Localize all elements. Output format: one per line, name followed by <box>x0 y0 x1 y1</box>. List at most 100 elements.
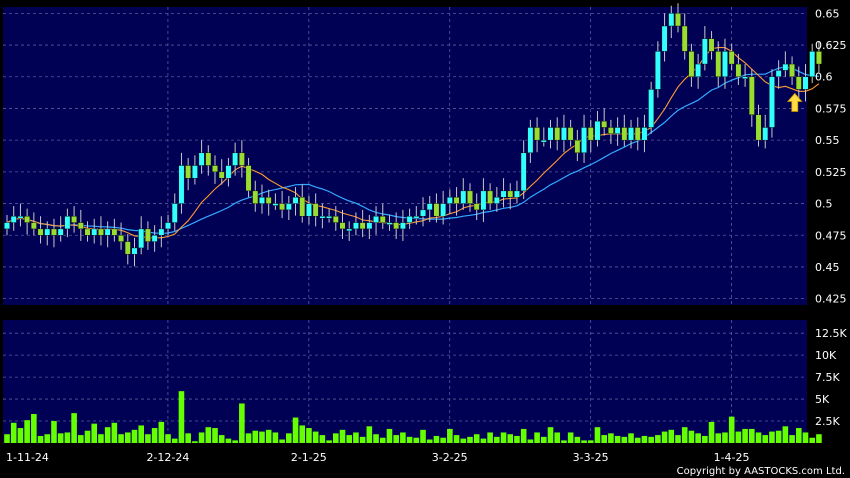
candle-up <box>769 76 775 128</box>
candlestick <box>621 114 628 147</box>
candlestick <box>594 110 601 147</box>
candle-down <box>205 152 212 166</box>
candlestick <box>480 178 487 222</box>
candle-down <box>735 63 742 77</box>
candlestick <box>118 222 124 250</box>
copyright-text: Copyright by AASTOCKS.com Ltd. <box>677 466 845 477</box>
volume-bar <box>561 440 567 443</box>
volume-bar <box>265 429 272 443</box>
candle-down <box>554 127 561 141</box>
candlestick <box>306 195 312 225</box>
volume-axis: 2.5K 5K 7.5K 10K 12.5K <box>815 327 847 428</box>
volume-bar <box>473 434 480 443</box>
volume-bar <box>185 433 191 443</box>
candle-down <box>601 120 608 128</box>
candlestick <box>37 216 44 244</box>
candle-down <box>507 190 514 198</box>
volume-bar <box>702 435 708 443</box>
candle-down <box>279 203 286 211</box>
volume-bar <box>124 432 131 443</box>
volume-bar <box>98 434 104 443</box>
candlestick <box>520 140 527 200</box>
price-tick-label: 0.425 <box>815 293 847 306</box>
candlestick <box>353 212 359 236</box>
candle-up <box>165 222 171 230</box>
candlestick <box>30 212 37 236</box>
candle-up <box>386 222 393 225</box>
volume-bar <box>742 428 748 443</box>
volume-bar <box>4 434 10 443</box>
volume-bar <box>749 428 755 443</box>
volume-bar <box>514 435 520 443</box>
volume-bar <box>339 429 346 443</box>
candle-down <box>332 216 339 223</box>
candlestick <box>668 5 675 39</box>
candlestick <box>648 81 655 134</box>
volume-bar <box>158 421 165 443</box>
candlestick <box>473 193 480 221</box>
candle-up <box>4 222 10 230</box>
candlestick <box>493 187 500 212</box>
volume-tick-label: 12.5K <box>815 327 847 340</box>
candlestick <box>742 64 749 87</box>
volume-tick-label: 10K <box>815 349 837 362</box>
volume-bar <box>433 435 440 443</box>
volume-bar <box>205 427 212 443</box>
candlestick <box>366 214 373 240</box>
candlestick <box>98 216 104 246</box>
volume-bar <box>661 431 668 443</box>
candle-up <box>500 190 507 198</box>
volume-bar <box>51 421 57 443</box>
candlestick <box>265 189 272 216</box>
candlestick <box>279 190 286 219</box>
candlestick <box>735 53 742 85</box>
volume-bar <box>621 436 628 443</box>
candlestick <box>131 237 138 267</box>
volume-bar <box>252 430 259 443</box>
candlestick <box>453 187 460 216</box>
candle-up <box>319 216 326 219</box>
candlestick <box>10 206 17 231</box>
candle-up <box>695 63 702 77</box>
volume-bar <box>259 431 265 443</box>
volume-bar <box>192 441 198 443</box>
candle-down <box>299 197 306 217</box>
candle-up <box>131 247 138 255</box>
candlestick <box>514 180 520 204</box>
candlestick <box>191 155 198 185</box>
candle-up <box>198 152 205 166</box>
candle-down <box>145 228 151 242</box>
volume-bar <box>467 436 473 443</box>
candlestick <box>238 140 245 178</box>
candle-up <box>306 203 312 217</box>
volume-bar <box>802 432 809 443</box>
candle-up <box>775 70 782 77</box>
candlestick <box>205 145 212 176</box>
candle-down <box>789 63 795 77</box>
candle-up <box>292 197 299 204</box>
date-tick-label: 1-4-25 <box>714 451 750 464</box>
candlestick <box>500 178 507 208</box>
volume-bar <box>762 435 769 443</box>
candlestick <box>373 206 379 235</box>
candle-down <box>24 216 31 223</box>
volume-tick-label: 2.5K <box>815 415 840 428</box>
candlestick <box>420 197 426 227</box>
volume-bar <box>212 428 218 443</box>
candle-up <box>480 190 487 211</box>
candlestick <box>292 187 299 216</box>
candlestick <box>654 41 661 98</box>
candlestick <box>252 180 259 212</box>
candlestick <box>795 66 802 100</box>
candle-down <box>634 127 641 141</box>
volume-bar <box>453 435 460 443</box>
candle-up <box>272 203 279 206</box>
candlestick <box>675 3 681 33</box>
candlestick <box>158 216 165 248</box>
volume-bar <box>145 434 151 443</box>
candlestick <box>91 218 98 244</box>
volume-bar <box>413 437 420 443</box>
volume-bar <box>775 430 782 443</box>
volume-bar <box>789 435 795 443</box>
volume-bar <box>708 421 715 443</box>
